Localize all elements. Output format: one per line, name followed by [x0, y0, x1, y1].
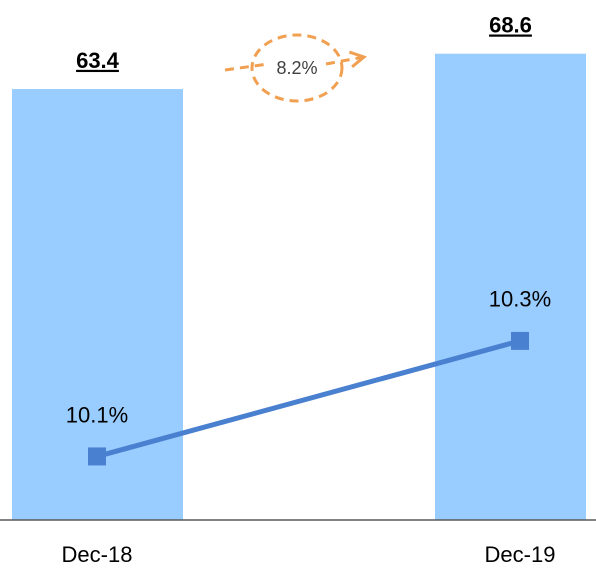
bar — [435, 53, 586, 521]
x-tick-label: Dec-19 — [485, 542, 556, 567]
growth-label: 8.2% — [276, 58, 317, 78]
line — [96, 338, 521, 459]
bar-value-label: 63.4 — [76, 48, 120, 73]
line-value-label: 10.1% — [66, 402, 128, 427]
line-marker — [511, 331, 529, 350]
x-tick-label: Dec-18 — [62, 542, 133, 567]
line-value-label: 10.3% — [489, 287, 551, 312]
growth-circle — [250, 33, 344, 103]
line-marker — [88, 447, 106, 466]
bar-value-label: 68.6 — [489, 13, 532, 38]
growth-arrow — [224, 57, 364, 70]
